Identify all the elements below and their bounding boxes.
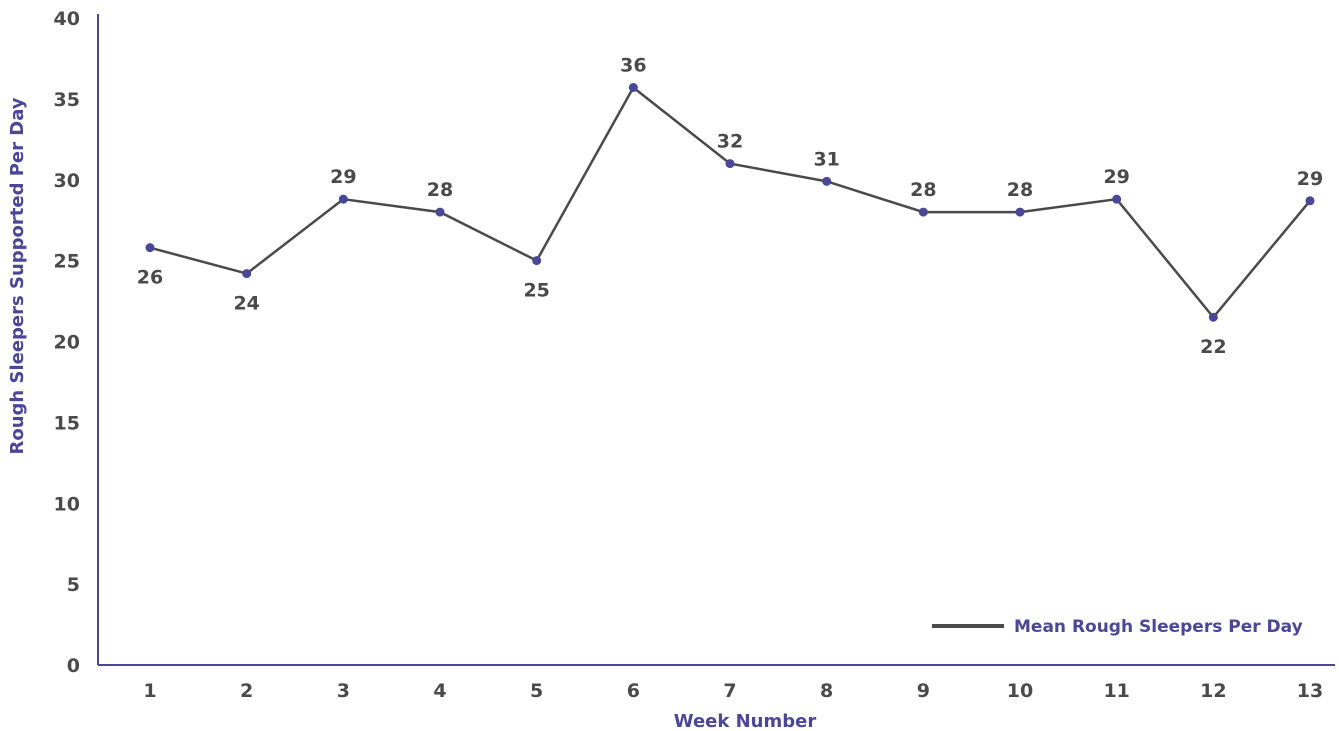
- data-label: 28: [910, 179, 936, 201]
- legend: Mean Rough Sleepers Per Day: [932, 617, 1303, 637]
- data-point: [918, 207, 928, 217]
- data-point: [1305, 196, 1315, 206]
- y-tick-label: 40: [54, 8, 80, 30]
- data-point: [822, 176, 832, 186]
- y-tick-label: 35: [54, 89, 80, 111]
- y-tick-label: 10: [54, 493, 80, 515]
- x-tick-label: 13: [1297, 680, 1323, 702]
- x-tick-label: 6: [627, 680, 640, 702]
- data-label: 36: [620, 55, 646, 77]
- data-label: 29: [1103, 166, 1129, 188]
- y-tick-label: 0: [67, 655, 80, 677]
- data-label: 28: [1007, 179, 1033, 201]
- x-tick-label: 4: [433, 680, 446, 702]
- data-label: 29: [330, 166, 356, 188]
- y-axis-title: Rough Sleepers Supported Per Day: [7, 97, 28, 454]
- legend-label: Mean Rough Sleepers Per Day: [1014, 617, 1303, 637]
- data-label: 29: [1297, 168, 1323, 190]
- data-point: [338, 194, 348, 204]
- data-point: [145, 243, 155, 253]
- x-axis-ticks: 1 2 3 4 5 6 7 8 9 10 11 12 13: [143, 680, 1323, 702]
- data-label: 28: [427, 179, 453, 201]
- data-label: 25: [523, 280, 549, 302]
- data-point: [435, 207, 445, 217]
- x-tick-label: 10: [1007, 680, 1033, 702]
- y-tick-label: 25: [54, 251, 80, 273]
- x-axis-title: Week Number: [674, 711, 817, 731]
- data-point: [532, 256, 542, 266]
- y-axis-ticks: 0 5 10 15 20 25 30 35 40: [54, 8, 80, 677]
- data-label: 31: [813, 148, 839, 170]
- data-label: 26: [137, 267, 163, 289]
- data-point: [1112, 194, 1122, 204]
- data-label: 24: [233, 293, 259, 315]
- x-tick-label: 8: [820, 680, 833, 702]
- data-point: [242, 269, 252, 279]
- data-point: [725, 159, 735, 169]
- x-tick-label: 2: [240, 680, 253, 702]
- x-tick-label: 7: [723, 680, 736, 702]
- y-tick-label: 15: [54, 412, 80, 434]
- x-tick-label: 1: [143, 680, 156, 702]
- x-tick-label: 12: [1200, 680, 1226, 702]
- data-label: 32: [717, 131, 743, 153]
- x-tick-label: 9: [917, 680, 930, 702]
- data-label: 22: [1200, 336, 1226, 358]
- x-tick-label: 5: [530, 680, 543, 702]
- series-line: [149, 85, 1311, 320]
- data-point: [1015, 207, 1025, 217]
- data-point: [1208, 312, 1218, 322]
- x-tick-label: 3: [337, 680, 350, 702]
- y-tick-label: 20: [54, 332, 80, 354]
- y-tick-label: 30: [54, 170, 80, 192]
- data-labels: 26 24 29 28 25 36 32 31 28 28 29 22 29: [137, 55, 1323, 359]
- data-points: [145, 83, 1315, 322]
- y-tick-label: 5: [67, 574, 80, 596]
- x-tick-label: 11: [1103, 680, 1129, 702]
- data-point: [628, 83, 638, 93]
